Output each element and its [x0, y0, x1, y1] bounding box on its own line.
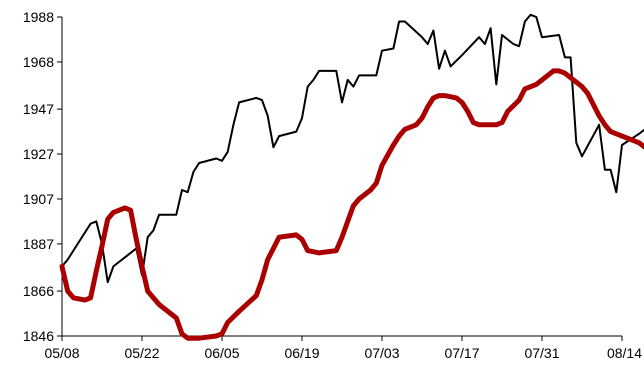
y-tick-label: 1968: [23, 54, 54, 70]
x-tick-label: 05/08: [44, 345, 79, 361]
y-tick-label: 1907: [23, 191, 54, 207]
x-tick-label: 07/17: [444, 345, 479, 361]
y-tick-label: 1988: [23, 9, 54, 25]
x-tick-label: 08/14: [607, 345, 642, 361]
x-tick-label: 07/03: [364, 345, 399, 361]
x-tick-label: 06/19: [284, 345, 319, 361]
series-1-line: [61, 13, 644, 284]
y-tick-label: 1887: [23, 236, 54, 252]
y-tick-label: 1947: [23, 101, 54, 117]
series-layer: [59, 13, 644, 341]
x-axis-ticks: 05/08 05/22 06/05 06/19 07/03 07/17 07/31 08/14: [44, 336, 642, 361]
series-2-line: [59, 68, 644, 341]
x-tick-label: 07/31: [524, 345, 559, 361]
axes: [61, 17, 622, 337]
y-tick-label: 1846: [23, 328, 54, 344]
x-tick-label: 06/05: [204, 345, 239, 361]
y-axis-ticks: 1846 1866 1887 1907 1927 1947 1968 1988: [23, 9, 62, 344]
y-tick-label: 1927: [23, 146, 54, 162]
y-tick-label: 1866: [23, 283, 54, 299]
x-tick-label: 05/22: [124, 345, 159, 361]
